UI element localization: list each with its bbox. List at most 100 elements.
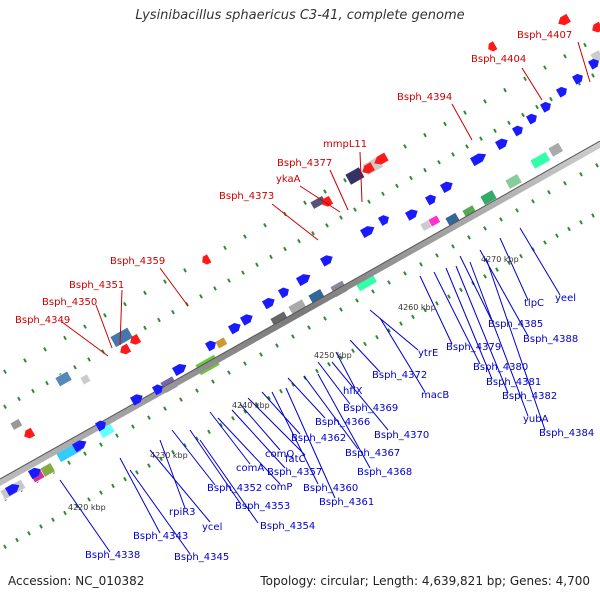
gene-label[interactable]: Bsph_4382 xyxy=(502,391,557,402)
gene-label[interactable]: ytrE xyxy=(418,348,438,359)
leader-line xyxy=(577,41,591,83)
gene-label[interactable]: macB xyxy=(421,390,449,401)
gene-arrows xyxy=(5,13,600,497)
gene-label[interactable]: Bsph_4351 xyxy=(69,280,124,291)
gene-label[interactable]: Bsph_4357 xyxy=(267,467,322,478)
tick xyxy=(387,280,391,285)
tick xyxy=(555,233,559,239)
reverse-gene-arrow xyxy=(374,152,389,165)
leader-line xyxy=(469,261,529,417)
tick xyxy=(83,451,87,456)
tick xyxy=(103,313,107,318)
forward-gene-arrow xyxy=(320,255,333,267)
tick xyxy=(483,274,487,279)
leader-line xyxy=(189,429,241,504)
tick xyxy=(339,215,343,220)
tick xyxy=(147,415,151,420)
gene-label[interactable]: Bsph_4359 xyxy=(110,256,165,267)
leader-line xyxy=(331,361,389,431)
leader-line xyxy=(95,304,113,349)
reverse-gene-arrow xyxy=(202,254,212,265)
tick xyxy=(507,120,511,126)
leader-line xyxy=(261,391,301,435)
leader-line xyxy=(239,403,281,451)
leader-line xyxy=(199,439,259,524)
tick xyxy=(211,379,215,384)
gene-label[interactable]: Bsph_4338 xyxy=(85,550,140,561)
tick xyxy=(259,352,263,357)
gene-label[interactable]: Bsph_4407 xyxy=(517,30,572,41)
gene-label[interactable]: Bsph_4370 xyxy=(374,430,429,441)
feature-box xyxy=(109,326,134,348)
gene-label[interactable]: Bsph_4352 xyxy=(207,483,262,494)
tick xyxy=(183,268,187,273)
gene-label[interactable]: Bsph_4404 xyxy=(471,54,526,65)
tick xyxy=(395,183,399,189)
forward-gene-arrow xyxy=(28,467,41,480)
gene-label[interactable]: Bsph_4361 xyxy=(319,497,374,508)
gene-label[interactable]: rpiR3 xyxy=(169,507,196,518)
forward-gene-arrow xyxy=(440,181,453,193)
gene-label[interactable]: Bsph_4394 xyxy=(397,92,452,103)
tick xyxy=(267,395,271,401)
gene-label[interactable]: Bsph_4373 xyxy=(219,191,274,202)
gene-label[interactable]: Bsph_4385 xyxy=(488,319,543,330)
gene-label[interactable]: mmpL11 xyxy=(323,139,367,150)
gene-label[interactable]: ycel xyxy=(202,522,222,533)
gene-label[interactable]: Bsph_4367 xyxy=(345,448,400,459)
gene-label[interactable]: Bsph_4368 xyxy=(357,467,412,478)
gene-label[interactable]: yeel xyxy=(555,293,576,304)
gene-label[interactable]: Bsph_4388 xyxy=(523,334,578,345)
genome-backbone xyxy=(0,141,600,486)
tick xyxy=(535,104,539,110)
tick xyxy=(99,442,103,447)
reverse-gene-arrow xyxy=(130,333,142,345)
leader-line xyxy=(299,185,341,213)
gene-label[interactable]: Bsph_4349 xyxy=(15,315,70,326)
gene-label[interactable]: Bsph_4372 xyxy=(372,370,427,381)
gene-label[interactable]: tlpC xyxy=(524,298,544,309)
gene-label[interactable]: Bsph_4362 xyxy=(291,433,346,444)
tick xyxy=(381,191,385,197)
tick xyxy=(595,163,599,168)
gene-label[interactable]: Bsph_4366 xyxy=(315,417,370,428)
tick xyxy=(241,270,245,275)
tick xyxy=(549,96,553,102)
tick xyxy=(223,245,227,251)
gene-label[interactable]: Bsph_4384 xyxy=(539,428,594,439)
tick xyxy=(435,301,439,306)
gene-label[interactable]: yubA xyxy=(523,414,549,425)
gene-label[interactable]: comA xyxy=(236,463,264,474)
tick xyxy=(483,226,487,231)
leader-line xyxy=(231,409,286,469)
gene-label[interactable]: Bsph_4377 xyxy=(277,158,332,169)
tick xyxy=(423,132,427,138)
gene-label[interactable]: Bsph_4350 xyxy=(42,297,97,308)
gene-label[interactable]: Bsph_4369 xyxy=(343,403,398,414)
gene-label[interactable]: comQ xyxy=(265,449,294,460)
tick xyxy=(531,199,535,204)
tick xyxy=(219,422,223,428)
gene-label[interactable]: fatC xyxy=(285,454,306,465)
feature-box xyxy=(9,418,24,431)
gene-label[interactable]: Bsph_4381 xyxy=(486,377,541,388)
gene-label[interactable]: ykaA xyxy=(276,174,301,185)
bottom-labels: Bsph_4338 Bsph_4345 Bsph_4343 ycel rpiR3… xyxy=(85,293,594,563)
tick xyxy=(135,470,139,475)
gene-label[interactable]: Bsph_4345 xyxy=(174,552,229,563)
gene-label[interactable]: hflX xyxy=(343,386,363,397)
forward-gene-arrow xyxy=(495,138,508,150)
gene-label[interactable]: Bsph_4354 xyxy=(260,521,315,532)
gene-label[interactable]: Bsph_4360 xyxy=(303,483,358,494)
tick xyxy=(503,87,507,93)
gene-label[interactable]: Bsph_4379 xyxy=(446,342,501,353)
gene-label[interactable]: comP xyxy=(265,482,292,493)
tick xyxy=(543,240,547,245)
tick xyxy=(563,54,567,59)
tick xyxy=(43,346,47,352)
gene-label[interactable]: Bsph_4343 xyxy=(133,531,188,542)
gene-label[interactable]: Bsph_4380 xyxy=(473,362,528,373)
gene-label[interactable]: Bsph_4353 xyxy=(235,501,290,512)
genome-info-text: Topology: circular; Length: 4,639,821 bp… xyxy=(260,574,590,588)
